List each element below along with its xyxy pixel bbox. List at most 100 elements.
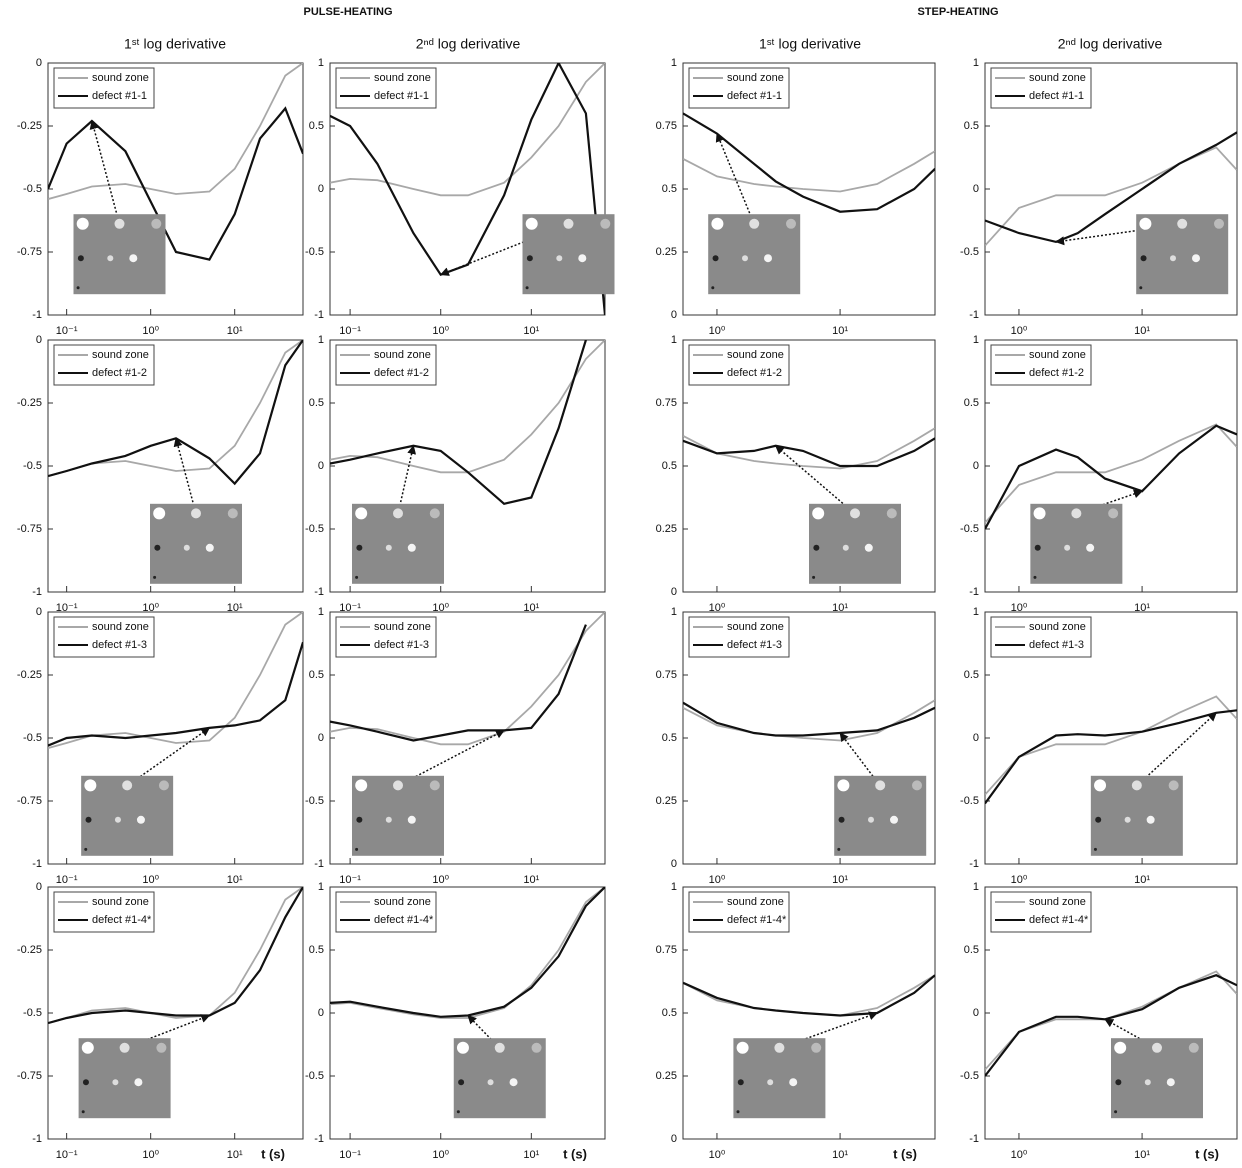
legend-label: defect #1-4* bbox=[374, 914, 434, 926]
inset-spot bbox=[129, 254, 138, 263]
y-tick-label: 0.5 bbox=[662, 460, 677, 472]
y-tick-label: -0.5 bbox=[305, 795, 324, 807]
y-tick-label: -1 bbox=[314, 858, 324, 870]
legend-label: sound zone bbox=[1029, 896, 1086, 908]
x-tick-label: 10¹ bbox=[523, 602, 539, 614]
legend-box bbox=[688, 891, 790, 933]
y-tick-label: 0 bbox=[318, 460, 324, 472]
y-tick-label: -0.5 bbox=[305, 1070, 324, 1082]
inset-spot bbox=[356, 544, 363, 551]
y-tick-label: -1 bbox=[969, 309, 979, 321]
x-tick-label: 10¹ bbox=[227, 602, 243, 614]
inset-spot bbox=[1071, 508, 1082, 519]
inset-spot bbox=[1064, 544, 1071, 551]
y-tick-label: -0.5 bbox=[23, 460, 42, 472]
inset-spot bbox=[205, 543, 214, 552]
inset-spot bbox=[525, 217, 538, 230]
legend-box bbox=[990, 891, 1092, 933]
inset-spot bbox=[600, 218, 611, 229]
legend-box bbox=[335, 891, 437, 933]
inset-spot bbox=[1114, 1041, 1127, 1054]
y-tick-label: 0 bbox=[973, 1007, 979, 1019]
inset-spot bbox=[711, 286, 715, 290]
x-tick-label: 10⁰ bbox=[142, 602, 159, 614]
y-tick-label: -0.5 bbox=[305, 523, 324, 535]
y-tick-label: -0.5 bbox=[23, 1007, 42, 1019]
inset-spot bbox=[153, 507, 166, 520]
legend-label: sound zone bbox=[727, 621, 784, 633]
inset-spot bbox=[407, 815, 416, 824]
y-tick-label: 1 bbox=[318, 606, 324, 618]
inset-spot bbox=[875, 780, 886, 791]
inset-spot bbox=[429, 780, 440, 791]
y-tick-label: 0 bbox=[671, 858, 677, 870]
inset-spot bbox=[153, 575, 157, 579]
inset-spot bbox=[767, 1079, 774, 1086]
inset-spot bbox=[114, 816, 121, 823]
x-tick-label: 10⁰ bbox=[1011, 1149, 1028, 1161]
inset-spot bbox=[183, 544, 190, 551]
y-tick-label: -0.25 bbox=[17, 397, 42, 409]
legend-label: defect #1-2 bbox=[374, 367, 429, 379]
y-tick-label: 0.5 bbox=[309, 120, 324, 132]
heading: PULSE-HEATING bbox=[303, 6, 392, 18]
legend-label: defect #1-1 bbox=[374, 90, 429, 102]
legend-label: sound zone bbox=[92, 621, 149, 633]
legend-label: sound zone bbox=[92, 896, 149, 908]
inset-spot bbox=[736, 1041, 749, 1054]
inset-spot bbox=[151, 218, 162, 229]
y-tick-label: 1 bbox=[318, 57, 324, 69]
inset-spot bbox=[1177, 218, 1188, 229]
inset-spot bbox=[76, 286, 80, 290]
y-tick-label: 1 bbox=[318, 334, 324, 346]
inset-spot bbox=[84, 847, 88, 851]
legend-label: sound zone bbox=[1029, 349, 1086, 361]
inset-spot bbox=[355, 779, 368, 792]
y-tick-label: -1 bbox=[314, 309, 324, 321]
legend-box bbox=[990, 67, 1092, 109]
x-tick-label: 10¹ bbox=[227, 1149, 243, 1161]
y-tick-label: 0.5 bbox=[309, 944, 324, 956]
series-line bbox=[985, 131, 1237, 244]
x-tick-label: 10⁻¹ bbox=[56, 874, 78, 886]
y-tick-label: 0 bbox=[36, 57, 42, 69]
legend-label: sound zone bbox=[727, 349, 784, 361]
series-line bbox=[985, 695, 1237, 796]
x-tick-label: 10⁰ bbox=[432, 325, 449, 337]
inset-spot bbox=[107, 255, 114, 262]
y-tick-label: -1 bbox=[969, 858, 979, 870]
legend-label: defect #1-3 bbox=[374, 639, 429, 651]
x-tick-label: 10⁰ bbox=[1011, 325, 1028, 337]
inset-spot bbox=[1166, 1078, 1175, 1087]
inset-spot bbox=[227, 508, 238, 519]
legend-box bbox=[53, 891, 155, 933]
inset-spot bbox=[1146, 815, 1155, 824]
y-tick-label: -0.5 bbox=[23, 732, 42, 744]
legend-label: defect #1-2 bbox=[92, 367, 147, 379]
inset-spot bbox=[1033, 575, 1037, 579]
x-tick-label: 10⁰ bbox=[709, 602, 726, 614]
arrow bbox=[1136, 712, 1217, 787]
inset-spot bbox=[356, 816, 363, 823]
x-tick-label: 10⁰ bbox=[142, 874, 159, 886]
y-tick-label: 0.5 bbox=[964, 120, 979, 132]
inset-spot bbox=[136, 815, 145, 824]
x-tick-label: 10⁰ bbox=[432, 874, 449, 886]
x-tick-label: 10⁰ bbox=[432, 602, 449, 614]
y-tick-label: 1 bbox=[973, 57, 979, 69]
legend-label: defect #1-1 bbox=[1029, 90, 1084, 102]
series-line bbox=[48, 106, 303, 261]
x-tick-label: 10⁻¹ bbox=[56, 1149, 78, 1161]
x-tick-label: 10⁰ bbox=[1011, 602, 1028, 614]
x-tick-label: 10⁻¹ bbox=[339, 602, 361, 614]
inset-spot bbox=[712, 255, 719, 262]
inset-spot bbox=[81, 1110, 85, 1114]
y-tick-label: 0 bbox=[973, 732, 979, 744]
inset-spot bbox=[1152, 1042, 1162, 1053]
inset-spot bbox=[77, 255, 84, 262]
legend-label: defect #1-2 bbox=[1029, 367, 1084, 379]
arrow bbox=[467, 1014, 501, 1049]
y-tick-label: 0.5 bbox=[309, 397, 324, 409]
y-tick-label: -0.75 bbox=[17, 523, 42, 535]
